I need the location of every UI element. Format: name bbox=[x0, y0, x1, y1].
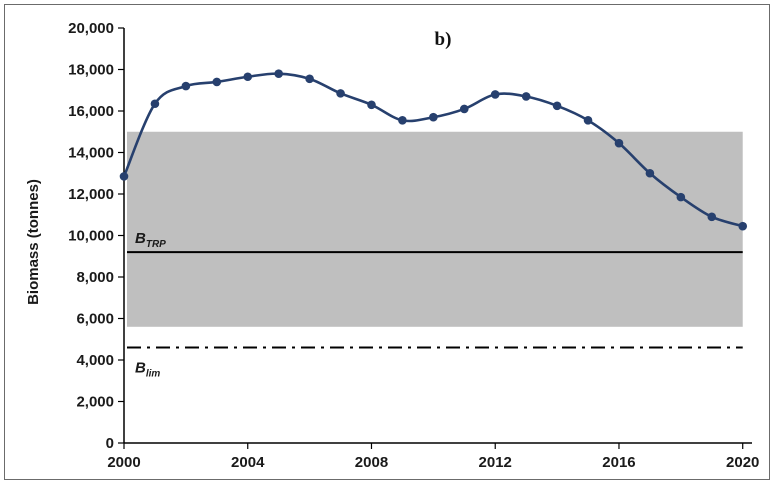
data-point bbox=[181, 81, 191, 91]
y-tick-label: 18,000 bbox=[68, 62, 114, 79]
x-tick-label: 2004 bbox=[231, 454, 265, 471]
y-tick-label: 2,000 bbox=[76, 394, 114, 411]
data-point bbox=[398, 116, 407, 125]
panel-label: b) bbox=[435, 29, 452, 50]
data-point bbox=[150, 99, 160, 109]
data-point bbox=[614, 138, 624, 148]
x-tick-label: 2020 bbox=[726, 454, 759, 471]
data-point bbox=[305, 74, 314, 84]
data-point bbox=[243, 72, 253, 82]
y-tick-label: 8,000 bbox=[76, 269, 114, 286]
y-tick-label: 6,000 bbox=[76, 311, 114, 328]
x-tick-label: 2000 bbox=[107, 454, 140, 471]
data-point bbox=[521, 92, 531, 101]
y-axis-label: Biomass (tonnes) bbox=[25, 179, 42, 305]
data-point bbox=[676, 192, 686, 202]
shaded-band bbox=[127, 131, 743, 327]
ref-label-lim: Blim bbox=[135, 360, 160, 380]
data-point bbox=[738, 221, 748, 231]
y-tick-label: 20,000 bbox=[68, 20, 114, 37]
y-tick-label: 4,000 bbox=[76, 352, 114, 369]
y-tick-label: 14,000 bbox=[68, 145, 114, 162]
data-point bbox=[367, 100, 376, 110]
data-point bbox=[459, 104, 469, 114]
y-tick-label: 12,000 bbox=[68, 186, 114, 203]
y-tick-label: 16,000 bbox=[68, 103, 114, 120]
data-point bbox=[119, 172, 129, 181]
x-tick-label: 2012 bbox=[479, 454, 512, 471]
data-point bbox=[645, 168, 655, 178]
x-tick-label: 2016 bbox=[602, 454, 635, 471]
data-point bbox=[707, 212, 717, 222]
data-point bbox=[429, 112, 438, 122]
data-point bbox=[552, 101, 562, 111]
data-point bbox=[583, 116, 593, 125]
data-point bbox=[274, 69, 283, 78]
data-point bbox=[212, 77, 222, 87]
y-tick-label: 0 bbox=[106, 435, 114, 452]
y-tick-label: 10,000 bbox=[68, 228, 114, 245]
x-tick-label: 2008 bbox=[355, 454, 388, 471]
data-point bbox=[490, 90, 500, 99]
data-point bbox=[336, 89, 345, 98]
